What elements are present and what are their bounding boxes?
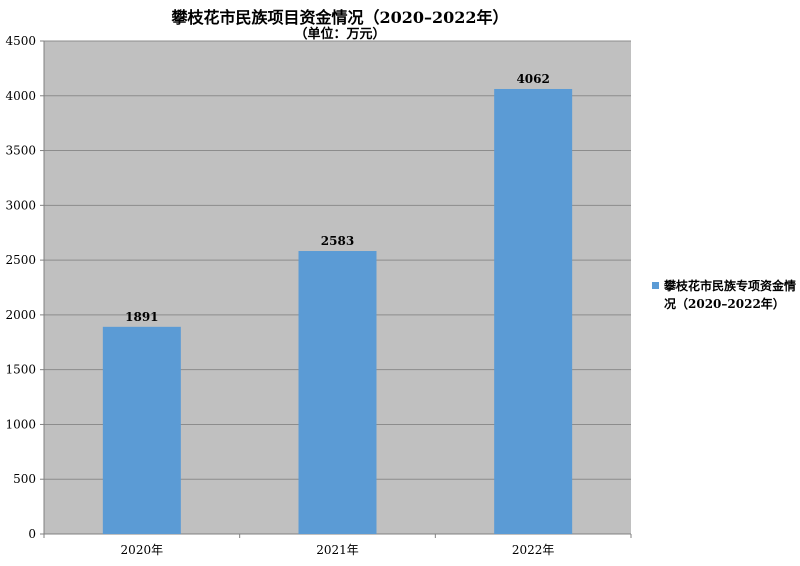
chart-title: 攀枝花市民族项目资金情况（2020–2022年） [171,8,509,27]
bar [298,251,377,534]
legend: 攀枝花市民族专项资金情况（2020–2022年） [652,277,798,313]
y-tick-label: 4000 [5,89,36,103]
x-tick-label: 2020年 [121,543,164,557]
data-label: 1891 [125,310,158,324]
y-tick-label: 0 [28,527,36,541]
legend-swatch [652,282,659,289]
y-tick-label: 1500 [5,363,36,377]
y-tick-label: 3500 [5,144,36,158]
legend-label: 攀枝花市民族专项资金情况（2020–2022年） [664,279,797,311]
x-tick-label: 2022年 [512,543,555,557]
y-tick-label: 3000 [5,198,36,212]
chart-subtitle: （单位：万元） [294,27,386,42]
y-tick-label: 2000 [5,308,36,322]
bar [102,326,181,534]
y-tick-label: 1000 [5,417,36,431]
y-tick-label: 2500 [5,253,36,267]
x-tick-label: 2021年 [316,543,359,557]
bar [494,88,573,534]
data-label: 4062 [516,72,549,86]
y-tick-label: 500 [13,472,36,486]
y-tick-label: 4500 [5,34,36,48]
data-label: 2583 [321,234,354,248]
